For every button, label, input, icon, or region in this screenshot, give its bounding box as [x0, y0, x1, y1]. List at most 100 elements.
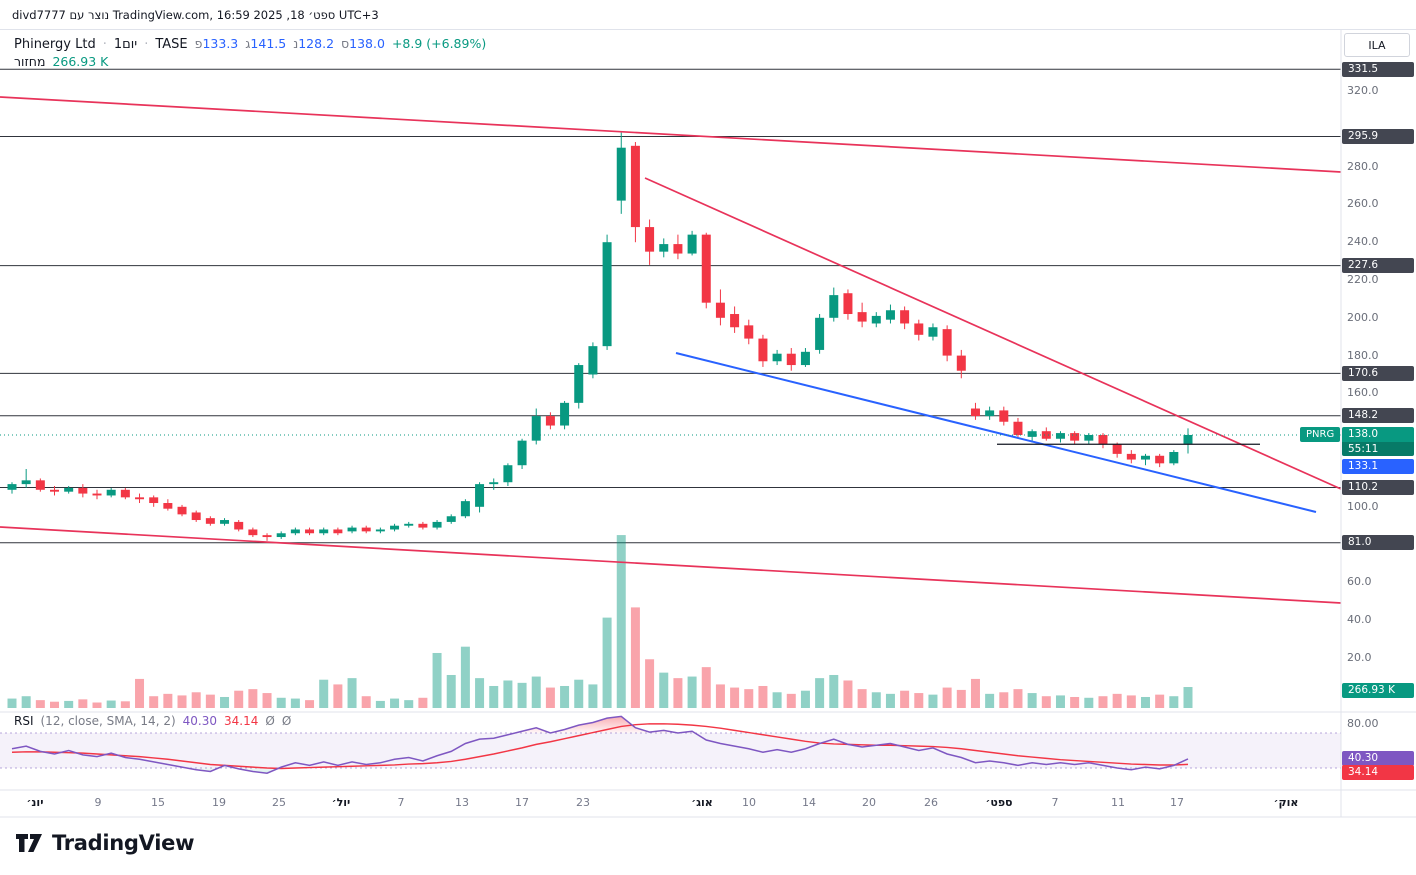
- candle-body: [361, 527, 371, 532]
- candle-body: [205, 518, 215, 524]
- tradingview-logo[interactable]: TradingView: [14, 830, 194, 856]
- currency-label: ILA: [1368, 38, 1386, 52]
- candle-body: [900, 310, 910, 324]
- volume-value: 266.93 K: [52, 54, 109, 69]
- candle-body: [588, 346, 598, 375]
- candle-body: [78, 487, 88, 494]
- trendline-support-lower[interactable]: [0, 526, 1342, 604]
- volume-bar: [418, 697, 428, 708]
- legend-separator: ·: [144, 37, 149, 52]
- currency-toggle[interactable]: ILA: [1344, 33, 1410, 57]
- volume-bar: [928, 694, 938, 708]
- candle-body: [871, 315, 881, 324]
- candle-body: [1155, 455, 1165, 464]
- candle-body: [1055, 433, 1065, 439]
- rsi-value: 40.30: [182, 714, 217, 728]
- volume-bar: [1155, 694, 1165, 708]
- rsi-ma-line: [11, 723, 1189, 770]
- candle-body: [985, 410, 995, 417]
- candle-body: [560, 402, 570, 426]
- interval-label[interactable]: 1יום: [113, 37, 138, 52]
- volume-bar: [361, 696, 371, 708]
- volume-label: מחזור: [14, 54, 46, 69]
- open-label: פ: [194, 36, 203, 51]
- rsi-title[interactable]: RSI: [14, 714, 34, 728]
- candle-body: [333, 529, 343, 534]
- volume-bar: [375, 700, 385, 708]
- trendline-resistance-upper[interactable]: [0, 96, 1342, 173]
- candle-body: [1126, 453, 1136, 460]
- volume-bar: [489, 685, 499, 708]
- volume-bar: [1013, 689, 1023, 708]
- candle-body: [885, 310, 895, 320]
- candle-body: [786, 353, 796, 366]
- candle-body: [1027, 431, 1037, 437]
- volume-bar: [786, 693, 796, 708]
- symbol-legend: Phinergy Ltd · 1יום · TASE פ133.3 ג141.5…: [14, 35, 486, 70]
- candle-body: [191, 512, 201, 521]
- volume-bar: [602, 617, 612, 708]
- candle-body: [1013, 421, 1023, 435]
- price-axis[interactable]: [1341, 30, 1416, 790]
- candle-body: [489, 482, 499, 485]
- volume-bar: [390, 698, 400, 708]
- volume-bar: [531, 676, 541, 708]
- volume-bar: [772, 692, 782, 708]
- candle-body: [999, 410, 1009, 422]
- candle-body: [800, 351, 810, 366]
- candle-body: [446, 516, 456, 522]
- candle-body: [7, 484, 17, 490]
- volume-bar: [1126, 695, 1136, 708]
- candle-body: [687, 234, 697, 254]
- volume-bar: [900, 690, 910, 708]
- close-label: ס: [341, 36, 350, 51]
- ohlc-low: נ128.2: [293, 35, 334, 53]
- attribution-text: divd7777 נוצר עם TradingView.com, 16:59 …: [12, 7, 379, 22]
- trendline-support-blue[interactable]: [675, 352, 1317, 513]
- volume-bar: [1112, 693, 1122, 708]
- candle-body: [574, 365, 584, 403]
- symbol-name[interactable]: Phinergy Ltd: [14, 37, 96, 52]
- volume-bar: [843, 680, 853, 708]
- candle-body: [64, 487, 74, 492]
- time-axis[interactable]: [0, 790, 1341, 817]
- topbar: divd7777 נוצר עם TradingView.com, 16:59 …: [0, 0, 1416, 30]
- candle-body: [460, 501, 470, 517]
- volume-bar: [333, 684, 343, 708]
- volume-bar: [475, 678, 485, 708]
- rsi-oversold-fill: [235, 768, 280, 774]
- volume-bar: [744, 689, 754, 708]
- candle-body: [177, 506, 187, 515]
- volume-bar: [1027, 693, 1037, 708]
- volume-bar: [262, 693, 272, 708]
- volume-bar: [1041, 696, 1051, 708]
- volume-bar: [220, 696, 230, 708]
- low-value: 128.2: [298, 36, 335, 51]
- volume-bar: [319, 679, 329, 708]
- candle-body: [715, 302, 725, 318]
- candle-body: [730, 314, 740, 328]
- rsi-ma-value: 34.14: [224, 714, 259, 728]
- candle-body: [475, 484, 485, 507]
- volume-bar: [758, 685, 768, 708]
- volume-bar: [120, 701, 130, 708]
- candle-body: [390, 525, 400, 530]
- trendline-descending-main[interactable]: [644, 177, 1342, 490]
- rsi-band: [0, 733, 1341, 768]
- candle-body: [120, 489, 130, 498]
- candle-body: [758, 338, 768, 362]
- volume-bar: [64, 700, 74, 708]
- high-value: 141.5: [250, 36, 287, 51]
- volume-bar: [135, 678, 145, 708]
- candle-body: [35, 480, 45, 490]
- candle-body: [149, 497, 159, 504]
- volume-bar: [970, 678, 980, 708]
- volume-bar: [305, 700, 315, 708]
- volume-bar: [78, 699, 88, 708]
- candle-body: [276, 533, 286, 538]
- candle-body: [531, 416, 541, 441]
- rsi-legend: RSI (12, close, SMA, 14, 2) 40.30 34.14 …: [14, 714, 291, 728]
- candle-body: [1112, 444, 1122, 454]
